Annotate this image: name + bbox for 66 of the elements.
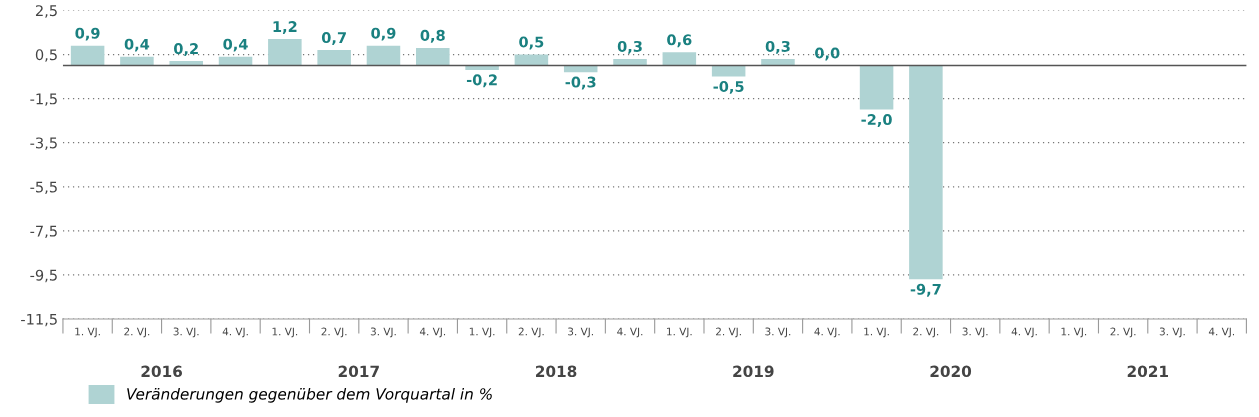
text: 2018	[536, 365, 577, 378]
data-label: -0,5	[713, 80, 744, 94]
data-label: 0,7	[321, 32, 346, 45]
bar	[711, 65, 746, 77]
x-tick-label: 1. VJ.	[469, 327, 495, 338]
x-tick-label: 2. VJ.	[1110, 327, 1136, 338]
y-tick-label: -3,5	[30, 137, 57, 150]
bar	[317, 50, 351, 66]
bar	[366, 45, 401, 66]
x-tick-label: 2. VJ.	[124, 327, 150, 338]
data-label: 0,8	[420, 29, 445, 43]
x-tick-label: 1. VJ.	[272, 327, 298, 338]
x-tick-label: 3. VJ.	[765, 327, 791, 338]
bar	[662, 52, 697, 66]
data-label: 0,4	[124, 38, 150, 52]
bar	[268, 39, 302, 66]
x-tick-label: 4. VJ.	[1011, 327, 1037, 338]
text: 2020	[930, 365, 972, 378]
x-tick-label: 4. VJ.	[814, 327, 840, 338]
data-label: 0,4	[223, 38, 248, 52]
data-label: -2,0	[861, 114, 892, 127]
y-tick-label: 0,5	[35, 49, 57, 62]
text: 2017	[338, 365, 379, 378]
text: 2021	[1127, 365, 1168, 378]
data-label: 0,2	[174, 43, 198, 56]
x-tick-label: 2. VJ.	[518, 327, 544, 338]
text: 2016	[141, 365, 183, 378]
data-label: -0,3	[565, 76, 596, 90]
y-tick-label: -1,5	[30, 93, 57, 106]
x-tick-label: 2. VJ.	[321, 327, 347, 338]
data-label: 0,9	[371, 27, 396, 41]
x-tick-label: 1. VJ.	[1061, 327, 1087, 338]
x-tick-label: 4. VJ.	[222, 327, 248, 338]
x-tick-label: 2. VJ.	[913, 327, 939, 338]
text: 2019	[733, 365, 774, 378]
bar	[859, 65, 894, 110]
x-tick-label: 4. VJ.	[1208, 327, 1235, 338]
x-tick-label: 4. VJ.	[617, 327, 643, 338]
x-tick-label: 3. VJ.	[568, 327, 593, 338]
data-label: -0,2	[466, 74, 497, 88]
data-label: 0,0	[815, 47, 840, 61]
data-label: 0,3	[617, 40, 642, 54]
y-tick-label: -11,5	[21, 313, 57, 327]
bar	[909, 65, 943, 280]
x-tick-label: 3. VJ.	[1159, 327, 1185, 338]
y-tick-label: -9,5	[30, 269, 57, 283]
y-tick-label: -5,5	[30, 181, 57, 194]
y-tick-label: -7,5	[30, 225, 57, 239]
x-tick-label: 3. VJ.	[173, 327, 199, 338]
x-tick-label: 3. VJ.	[962, 327, 988, 338]
data-label: 0,3	[765, 40, 790, 54]
bar	[416, 47, 450, 66]
data-label: 0,9	[75, 27, 100, 41]
x-tick-label: 2. VJ.	[716, 327, 741, 338]
data-label: 0,6	[667, 34, 692, 48]
x-tick-label: 1. VJ.	[864, 327, 889, 338]
data-label: 0,5	[519, 36, 544, 50]
data-label: -9,7	[910, 283, 941, 297]
legend-label: Veränderungen gegenüber dem Vorquartal in %	[127, 387, 492, 403]
x-tick-label: 3. VJ.	[370, 327, 396, 338]
x-tick-label: 1. VJ.	[667, 327, 692, 338]
x-tick-label: 1. VJ.	[75, 327, 100, 338]
x-tick-label: 4. VJ.	[419, 327, 446, 338]
bar	[70, 45, 105, 66]
y-tick-label: 2,5	[35, 5, 57, 18]
data-label: 1,2	[273, 21, 297, 34]
